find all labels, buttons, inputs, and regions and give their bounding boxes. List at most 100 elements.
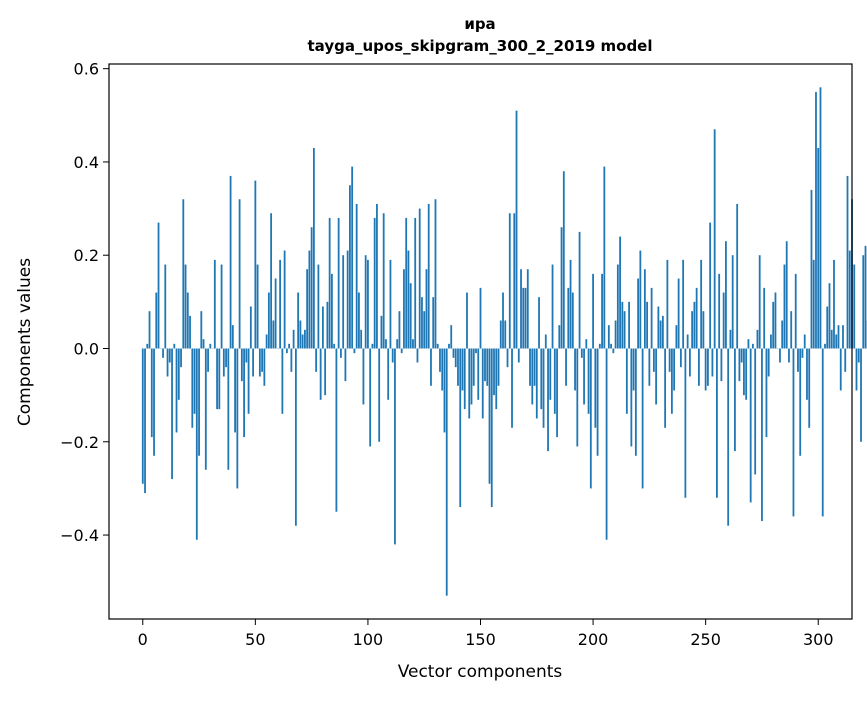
bar-component-164 <box>511 349 513 428</box>
bar-component-301 <box>820 87 822 348</box>
bar-component-105 <box>378 349 380 442</box>
y-tick-label: 0.6 <box>74 60 99 79</box>
bar-component-229 <box>657 307 659 349</box>
bar-component-45 <box>243 349 245 438</box>
bar-component-223 <box>644 269 646 348</box>
bar-component-11 <box>167 349 169 377</box>
bar-series <box>142 87 867 595</box>
bar-component-81 <box>324 349 326 396</box>
bar-component-1 <box>144 349 146 494</box>
bar-component-189 <box>567 288 569 349</box>
bar-component-128 <box>430 349 432 386</box>
bar-component-70 <box>299 321 301 349</box>
x-tick-label: 150 <box>465 630 496 649</box>
bar-component-313 <box>847 176 849 349</box>
bar-component-148 <box>475 349 477 354</box>
bar-component-222 <box>642 349 644 489</box>
bar-component-67 <box>293 330 295 349</box>
bar-component-33 <box>216 349 218 410</box>
bar-component-216 <box>628 302 630 349</box>
bar-component-82 <box>327 302 329 349</box>
bar-component-174 <box>534 349 536 386</box>
bar-component-86 <box>336 349 338 512</box>
bar-component-62 <box>281 349 283 414</box>
bar-component-141 <box>459 349 461 508</box>
bar-component-191 <box>572 293 574 349</box>
bar-component-38 <box>227 349 229 470</box>
bar-component-18 <box>182 199 184 348</box>
bar-component-293 <box>802 349 804 358</box>
bar-component-74 <box>308 251 310 349</box>
bar-component-152 <box>484 349 486 382</box>
bar-component-318 <box>858 349 860 363</box>
bar-component-116 <box>403 269 405 348</box>
bar-component-266 <box>741 349 743 363</box>
bar-component-260 <box>727 349 729 526</box>
bar-component-237 <box>675 325 677 348</box>
bar-component-202 <box>597 349 599 456</box>
bar-component-110 <box>390 260 392 349</box>
bar-component-194 <box>579 232 581 349</box>
y-axis: −0.4−0.20.00.20.40.6 <box>60 60 109 545</box>
bar-component-154 <box>489 349 491 484</box>
bar-component-3 <box>149 311 151 348</box>
bar-component-146 <box>471 349 473 405</box>
bar-component-253 <box>712 349 714 377</box>
bar-component-197 <box>585 339 587 348</box>
bar-component-156 <box>493 349 495 396</box>
bar-component-19 <box>185 265 187 349</box>
bar-component-243 <box>689 349 691 377</box>
y-tick-label: 0.2 <box>74 246 99 265</box>
bar-component-29 <box>207 349 209 372</box>
bar-component-269 <box>748 339 750 348</box>
bar-component-142 <box>462 349 464 391</box>
bar-component-117 <box>405 218 407 349</box>
bar-component-304 <box>826 307 828 349</box>
bar-component-179 <box>545 335 547 349</box>
bar-component-23 <box>194 349 196 414</box>
bar-component-138 <box>453 349 455 358</box>
bar-component-145 <box>468 349 470 419</box>
bar-component-175 <box>536 349 538 419</box>
bar-component-287 <box>788 349 790 363</box>
bar-component-251 <box>707 349 709 386</box>
x-tick-label: 50 <box>245 630 265 649</box>
bar-component-132 <box>439 349 441 372</box>
bar-component-232 <box>664 349 666 428</box>
bar-component-273 <box>757 330 759 349</box>
bar-component-102 <box>372 344 374 349</box>
bar-component-136 <box>448 344 450 349</box>
bar-component-190 <box>570 260 572 349</box>
bar-component-242 <box>687 335 689 349</box>
bar-component-119 <box>410 283 412 348</box>
bar-component-248 <box>700 260 702 349</box>
bar-component-80 <box>322 307 324 349</box>
bar-component-76 <box>313 148 315 349</box>
bar-component-130 <box>435 199 437 348</box>
bar-component-278 <box>768 349 770 377</box>
bar-component-122 <box>417 349 419 363</box>
bar-component-183 <box>554 349 556 414</box>
bar-component-5 <box>153 349 155 456</box>
bar-component-288 <box>790 311 792 348</box>
bar-component-265 <box>739 349 741 382</box>
bar-component-65 <box>288 344 290 349</box>
bar-component-206 <box>606 349 608 540</box>
bar-component-24 <box>196 349 198 540</box>
bar-component-123 <box>419 209 421 349</box>
bar-component-104 <box>376 204 378 349</box>
y-tick-label: 0.4 <box>74 153 99 172</box>
bar-component-61 <box>279 260 281 349</box>
bar-component-226 <box>651 288 653 349</box>
bar-component-205 <box>603 167 605 349</box>
bar-component-83 <box>329 218 331 349</box>
bar-component-198 <box>588 349 590 414</box>
bar-component-200 <box>592 274 594 349</box>
bar-component-252 <box>709 223 711 349</box>
bar-component-134 <box>444 349 446 433</box>
bar-component-173 <box>531 349 533 405</box>
bar-component-160 <box>502 293 504 349</box>
x-tick-label: 100 <box>353 630 384 649</box>
bar-component-258 <box>723 293 725 349</box>
